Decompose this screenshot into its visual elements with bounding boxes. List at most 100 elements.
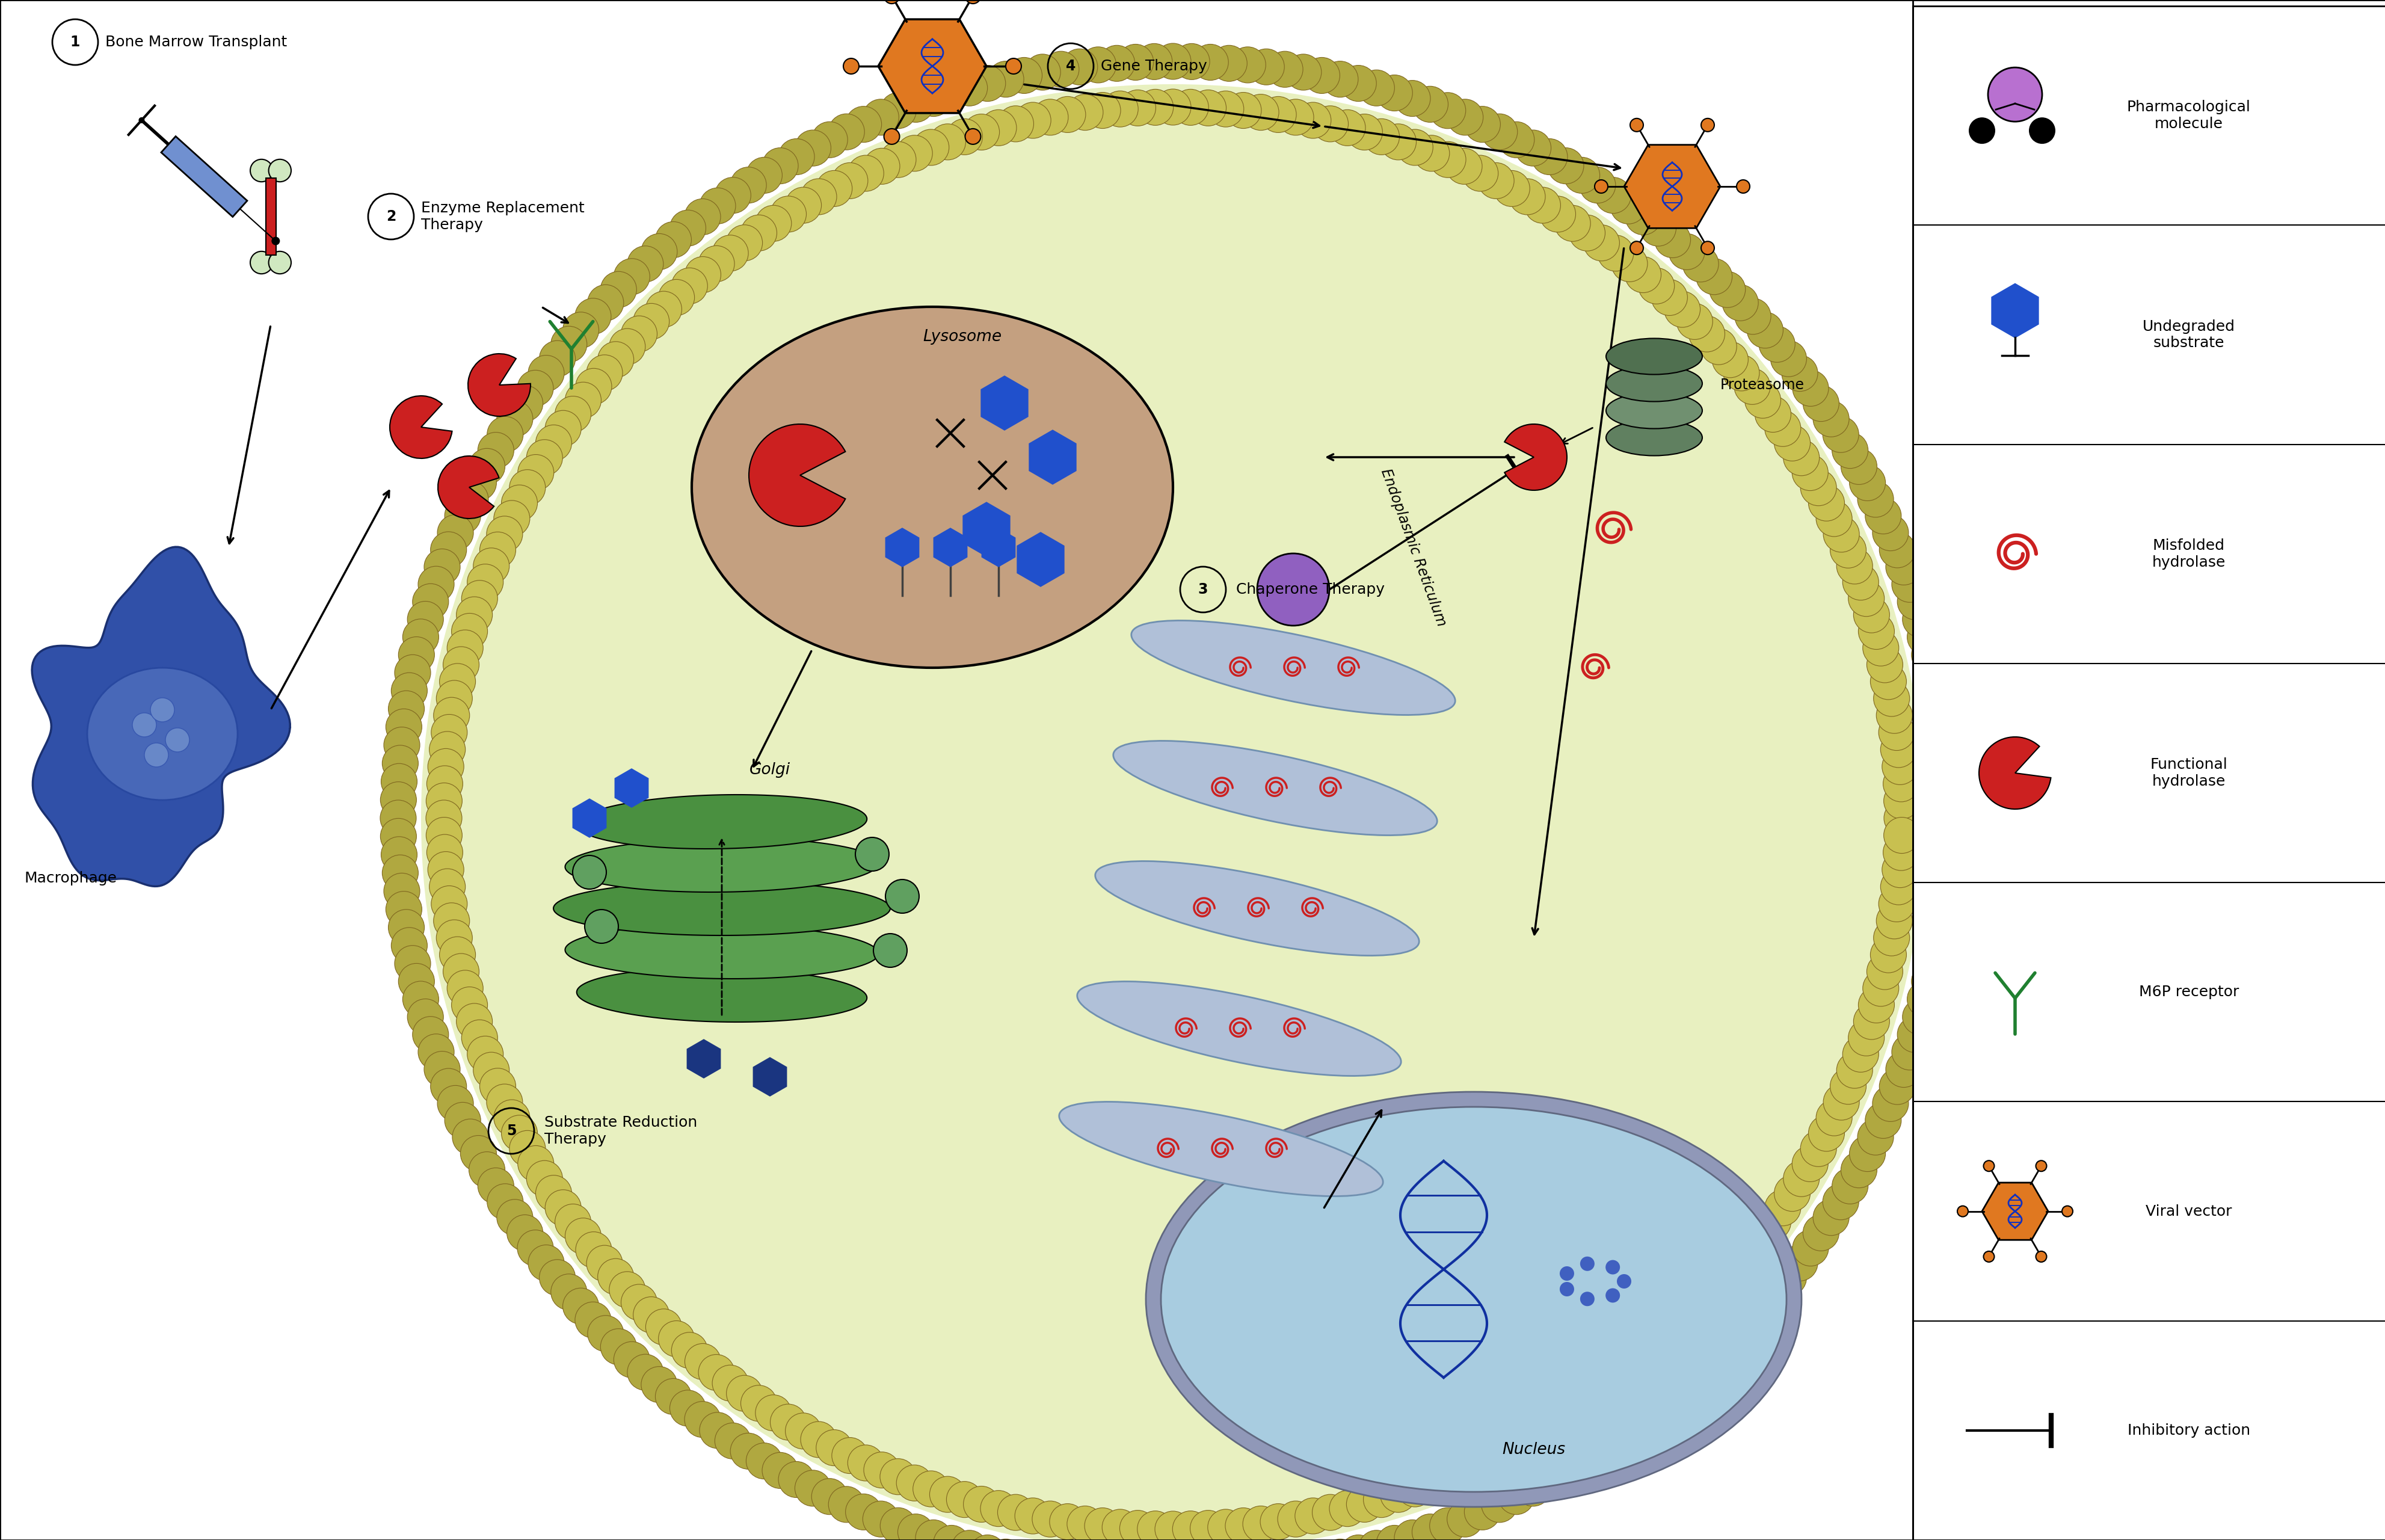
Circle shape: [439, 936, 475, 973]
Circle shape: [1321, 62, 1357, 97]
Circle shape: [1925, 708, 1960, 745]
Circle shape: [1538, 1404, 1574, 1440]
Circle shape: [451, 613, 487, 650]
Circle shape: [847, 1445, 882, 1481]
Circle shape: [1758, 1274, 1794, 1311]
Circle shape: [1784, 439, 1820, 476]
Circle shape: [1918, 673, 1953, 708]
Circle shape: [444, 1103, 482, 1138]
Circle shape: [444, 953, 479, 990]
Circle shape: [1667, 1366, 1705, 1403]
Circle shape: [1493, 171, 1529, 206]
Circle shape: [425, 1052, 460, 1087]
Circle shape: [2061, 1206, 2073, 1217]
Circle shape: [1610, 246, 1648, 282]
Ellipse shape: [1145, 1092, 1801, 1508]
Text: 4: 4: [1066, 59, 1076, 74]
Circle shape: [1412, 1514, 1448, 1540]
Circle shape: [863, 1502, 899, 1537]
Ellipse shape: [1130, 621, 1455, 715]
Circle shape: [1398, 1471, 1433, 1508]
Circle shape: [587, 1315, 622, 1352]
Circle shape: [716, 1423, 751, 1458]
Circle shape: [1832, 1167, 1867, 1204]
Circle shape: [756, 205, 792, 242]
Circle shape: [699, 188, 735, 223]
Circle shape: [897, 1465, 933, 1502]
Circle shape: [510, 470, 546, 505]
Circle shape: [930, 1477, 966, 1512]
Circle shape: [382, 836, 417, 873]
Circle shape: [1192, 45, 1228, 80]
Circle shape: [1765, 411, 1801, 447]
Circle shape: [1872, 919, 1908, 956]
Circle shape: [1841, 1152, 1877, 1187]
Circle shape: [575, 299, 611, 334]
Circle shape: [444, 647, 479, 682]
Circle shape: [1376, 1525, 1412, 1540]
Circle shape: [742, 1386, 778, 1421]
Circle shape: [436, 514, 472, 551]
Circle shape: [386, 892, 422, 927]
Circle shape: [1791, 1146, 1827, 1181]
Circle shape: [1770, 340, 1805, 377]
Circle shape: [510, 1130, 546, 1167]
Circle shape: [1226, 1508, 1262, 1540]
Circle shape: [394, 946, 432, 981]
Circle shape: [1910, 636, 1946, 673]
Circle shape: [699, 1355, 735, 1391]
Circle shape: [1884, 801, 1920, 836]
Polygon shape: [162, 137, 248, 217]
Circle shape: [1102, 1509, 1138, 1540]
Circle shape: [1154, 89, 1190, 125]
Circle shape: [966, 129, 980, 145]
Circle shape: [646, 291, 682, 328]
Circle shape: [1412, 136, 1450, 171]
Circle shape: [1872, 514, 1908, 551]
Circle shape: [1884, 548, 1922, 585]
Circle shape: [1865, 1103, 1901, 1138]
Circle shape: [544, 1190, 582, 1226]
Circle shape: [966, 0, 980, 3]
Circle shape: [964, 114, 999, 149]
Circle shape: [1014, 102, 1052, 139]
Circle shape: [1801, 1130, 1836, 1167]
Circle shape: [1770, 1260, 1805, 1295]
Circle shape: [873, 933, 906, 967]
Polygon shape: [878, 20, 987, 112]
Circle shape: [1803, 1215, 1839, 1250]
Circle shape: [1610, 1355, 1648, 1391]
Circle shape: [1848, 1135, 1884, 1172]
Ellipse shape: [1605, 393, 1703, 428]
Polygon shape: [577, 969, 866, 1023]
Circle shape: [544, 411, 582, 447]
Circle shape: [1841, 448, 1877, 485]
Circle shape: [1259, 1503, 1295, 1540]
Circle shape: [1701, 328, 1736, 365]
Circle shape: [1066, 1506, 1102, 1540]
Text: Substrate Reduction
Therapy: Substrate Reduction Therapy: [544, 1115, 696, 1146]
Circle shape: [429, 732, 465, 767]
Circle shape: [1584, 225, 1619, 260]
Circle shape: [1510, 179, 1545, 214]
Circle shape: [1858, 613, 1894, 650]
Circle shape: [1624, 199, 1660, 236]
Circle shape: [527, 439, 563, 476]
Circle shape: [1877, 902, 1913, 939]
Circle shape: [1891, 567, 1927, 602]
Circle shape: [1479, 163, 1514, 199]
Text: Macrophage: Macrophage: [24, 872, 117, 885]
Circle shape: [801, 1421, 837, 1457]
Circle shape: [1099, 45, 1135, 82]
Circle shape: [1345, 1486, 1383, 1522]
Circle shape: [1624, 257, 1660, 293]
Circle shape: [599, 1258, 634, 1295]
Circle shape: [1755, 1204, 1791, 1240]
Text: 2: 2: [386, 209, 396, 223]
Circle shape: [1579, 1434, 1615, 1469]
Circle shape: [575, 1232, 611, 1267]
Circle shape: [1915, 946, 1951, 981]
Circle shape: [1638, 1391, 1677, 1426]
Circle shape: [382, 745, 417, 781]
Circle shape: [1610, 188, 1646, 223]
